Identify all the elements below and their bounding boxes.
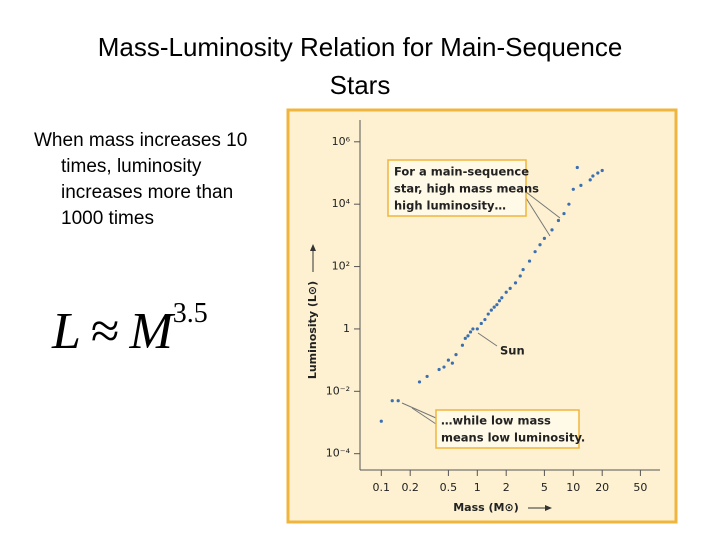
data-point (508, 286, 512, 290)
annotation-text: star, high mass means (394, 182, 539, 196)
data-point (460, 343, 465, 347)
annotation-text: For a main-sequence (394, 165, 529, 179)
data-point (550, 228, 554, 232)
data-point (466, 334, 470, 338)
data-point (463, 336, 467, 340)
data-point (556, 218, 561, 223)
formula: L ≈ M3.5 (52, 298, 208, 361)
data-point (468, 330, 473, 334)
y-tick-label: 10⁻⁴ (326, 447, 351, 460)
data-point (575, 165, 579, 170)
data-point (390, 399, 394, 403)
data-point (513, 281, 518, 285)
data-point (486, 312, 490, 316)
y-tick-label: 10⁴ (332, 197, 351, 210)
chart-panel (286, 108, 678, 524)
data-point (542, 236, 547, 240)
annotation-text: means low luminosity. (441, 431, 585, 445)
data-point (471, 327, 475, 331)
axis-arrow-head (310, 244, 316, 251)
data-point (500, 296, 504, 300)
data-point (450, 361, 454, 365)
data-point (483, 317, 487, 322)
data-point (479, 321, 483, 326)
formula-op: ≈ (90, 303, 120, 360)
x-tick-label: 50 (633, 481, 647, 494)
x-tick-label: 1 (474, 481, 481, 494)
x-tick-label: 20 (595, 481, 609, 494)
y-tick-label: 10⁶ (332, 135, 351, 148)
x-tick-label: 0.1 (373, 481, 391, 494)
data-point (417, 380, 422, 384)
data-point (591, 174, 595, 178)
data-point (504, 290, 508, 294)
data-point (527, 259, 532, 263)
formula-exponent: 3.5 (172, 298, 208, 329)
annotation-text: Sun (500, 344, 525, 358)
data-point (489, 308, 493, 312)
data-point (492, 305, 496, 309)
data-point (571, 187, 575, 191)
data-point (518, 274, 522, 278)
data-point (521, 267, 525, 272)
x-tick-label: 5 (541, 481, 548, 494)
annotation-text: high luminosity… (394, 199, 506, 213)
data-point (379, 419, 383, 423)
annotation-text: …while low mass (441, 414, 551, 428)
annotation-arrows (401, 191, 561, 425)
x-tick-label: 10 (566, 481, 580, 494)
x-tick-label: 0.2 (401, 481, 419, 494)
data-point (596, 171, 600, 175)
x-tick-label: 2 (503, 481, 510, 494)
data-point (497, 299, 502, 303)
formula-rhs: M (129, 303, 173, 360)
data-point (538, 243, 542, 247)
data-point (446, 358, 451, 362)
data-point (533, 250, 537, 254)
data-point (588, 178, 592, 182)
x-tick-label: 0.5 (440, 481, 458, 494)
y-tick-label: 10⁻² (326, 384, 350, 397)
data-point (475, 327, 479, 331)
annotation-box (435, 409, 580, 449)
y-tick-label: 1 (343, 322, 350, 335)
formula-lhs: L (52, 303, 81, 360)
data-point (567, 202, 571, 206)
data-point (396, 399, 400, 403)
data-point (454, 353, 458, 357)
slide-title: Mass-Luminosity Relation for Main-Sequen… (97, 32, 623, 100)
data-point (442, 365, 446, 369)
data-point (437, 367, 441, 372)
y-axis-title: Luminosity (L⊙) (306, 281, 319, 379)
x-axis-title: Mass (M⊙) (453, 501, 519, 514)
annotation-box (387, 159, 527, 217)
data-point (579, 183, 583, 188)
y-tick-label: 10² (332, 260, 350, 273)
data-point (562, 211, 566, 216)
axis-arrow-head (545, 505, 552, 511)
bullet-text: When mass increases 10 times, luminosity… (34, 130, 248, 229)
data-point (425, 374, 429, 379)
data-point (495, 303, 499, 307)
data-point (600, 168, 604, 173)
